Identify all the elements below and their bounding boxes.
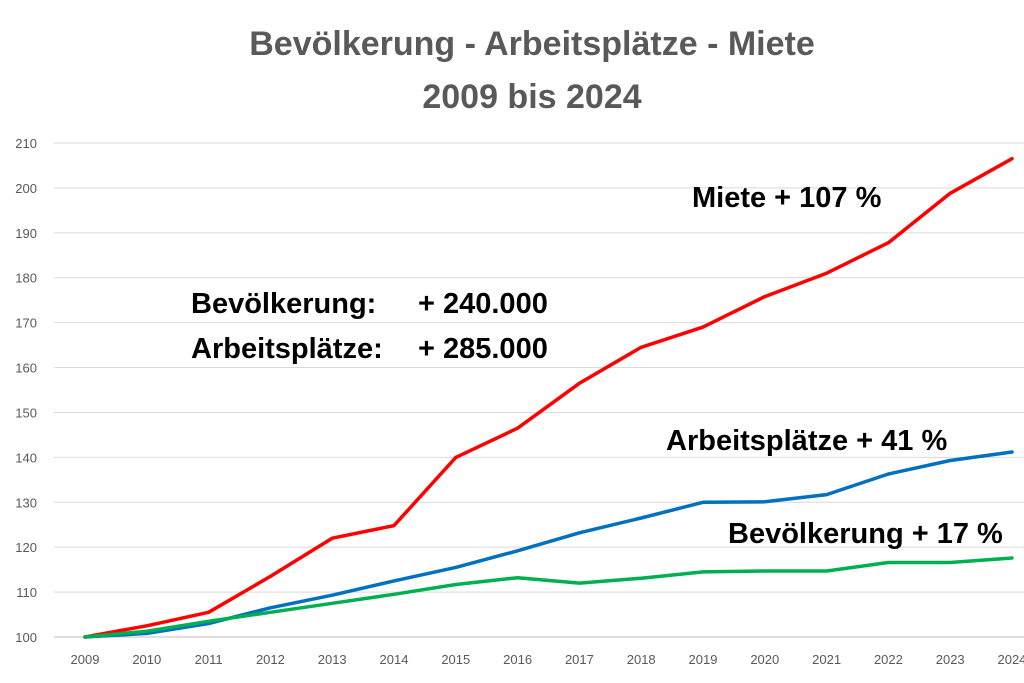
y-axis-ticks: 100 110 120 130 140 150 160 170 180 190 200 210 [15, 136, 37, 645]
x-tick-label: 2021 [812, 652, 841, 667]
series-lines [83, 156, 1014, 639]
annotation-bevoelkerung-total-value: + 240.000 [418, 288, 548, 320]
annotation-bevoelkerung: Bevölkerung + 17 % [728, 518, 1003, 550]
y-tick-label: 130 [15, 495, 37, 510]
y-tick-label: 210 [15, 136, 37, 151]
x-tick-label: 2019 [689, 652, 718, 667]
y-tick-label: 170 [15, 316, 37, 331]
x-tick-label: 2012 [256, 652, 285, 667]
chart-subtitle: 2009 bis 2024 [422, 78, 642, 116]
gridlines [54, 142, 1024, 638]
annotation-miete: Miete + 107 % [692, 182, 882, 214]
x-tick-label: 2011 [195, 652, 223, 667]
x-tick-label: 2022 [874, 652, 903, 667]
x-tick-label: 2020 [750, 652, 779, 667]
series-line-0 [83, 156, 1014, 639]
x-tick-label: 2014 [380, 652, 409, 667]
series-line-2 [83, 556, 1014, 639]
y-tick-label: 200 [15, 181, 37, 196]
y-tick-label: 180 [15, 271, 37, 286]
y-tick-label: 160 [15, 361, 37, 376]
x-tick-label: 2016 [503, 652, 532, 667]
y-tick-label: 150 [15, 405, 37, 420]
annotation-arbeitsplaetze: Arbeitsplätze + 41 % [666, 425, 947, 457]
y-tick-label: 190 [15, 226, 37, 241]
annotation-bevoelkerung-total-label: Bevölkerung: [191, 288, 376, 320]
x-axis-ticks: 2009 2010 2011 2012 2013 2014 2015 2016 2017 2018… [71, 652, 1024, 667]
x-tick-label: 2010 [132, 652, 161, 667]
x-tick-label: 2023 [936, 652, 965, 667]
x-tick-label: 2018 [627, 652, 656, 667]
x-tick-label: 2013 [318, 652, 347, 667]
y-tick-label: 110 [16, 585, 37, 600]
annotation-arbeitsplaetze-total-value: + 285.000 [418, 333, 548, 365]
y-tick-label: 140 [15, 450, 37, 465]
x-tick-label: 2009 [71, 652, 100, 667]
x-tick-label: 2015 [441, 652, 470, 667]
annotation-arbeitsplaetze-total-label: Arbeitsplätze: [191, 333, 383, 365]
chart-title: Bevölkerung - Arbeitsplätze - Miete [249, 25, 815, 63]
y-tick-label: 120 [15, 540, 37, 555]
y-tick-label: 100 [15, 630, 37, 645]
x-tick-label: 2024 [998, 652, 1024, 667]
x-tick-label: 2017 [565, 652, 594, 667]
